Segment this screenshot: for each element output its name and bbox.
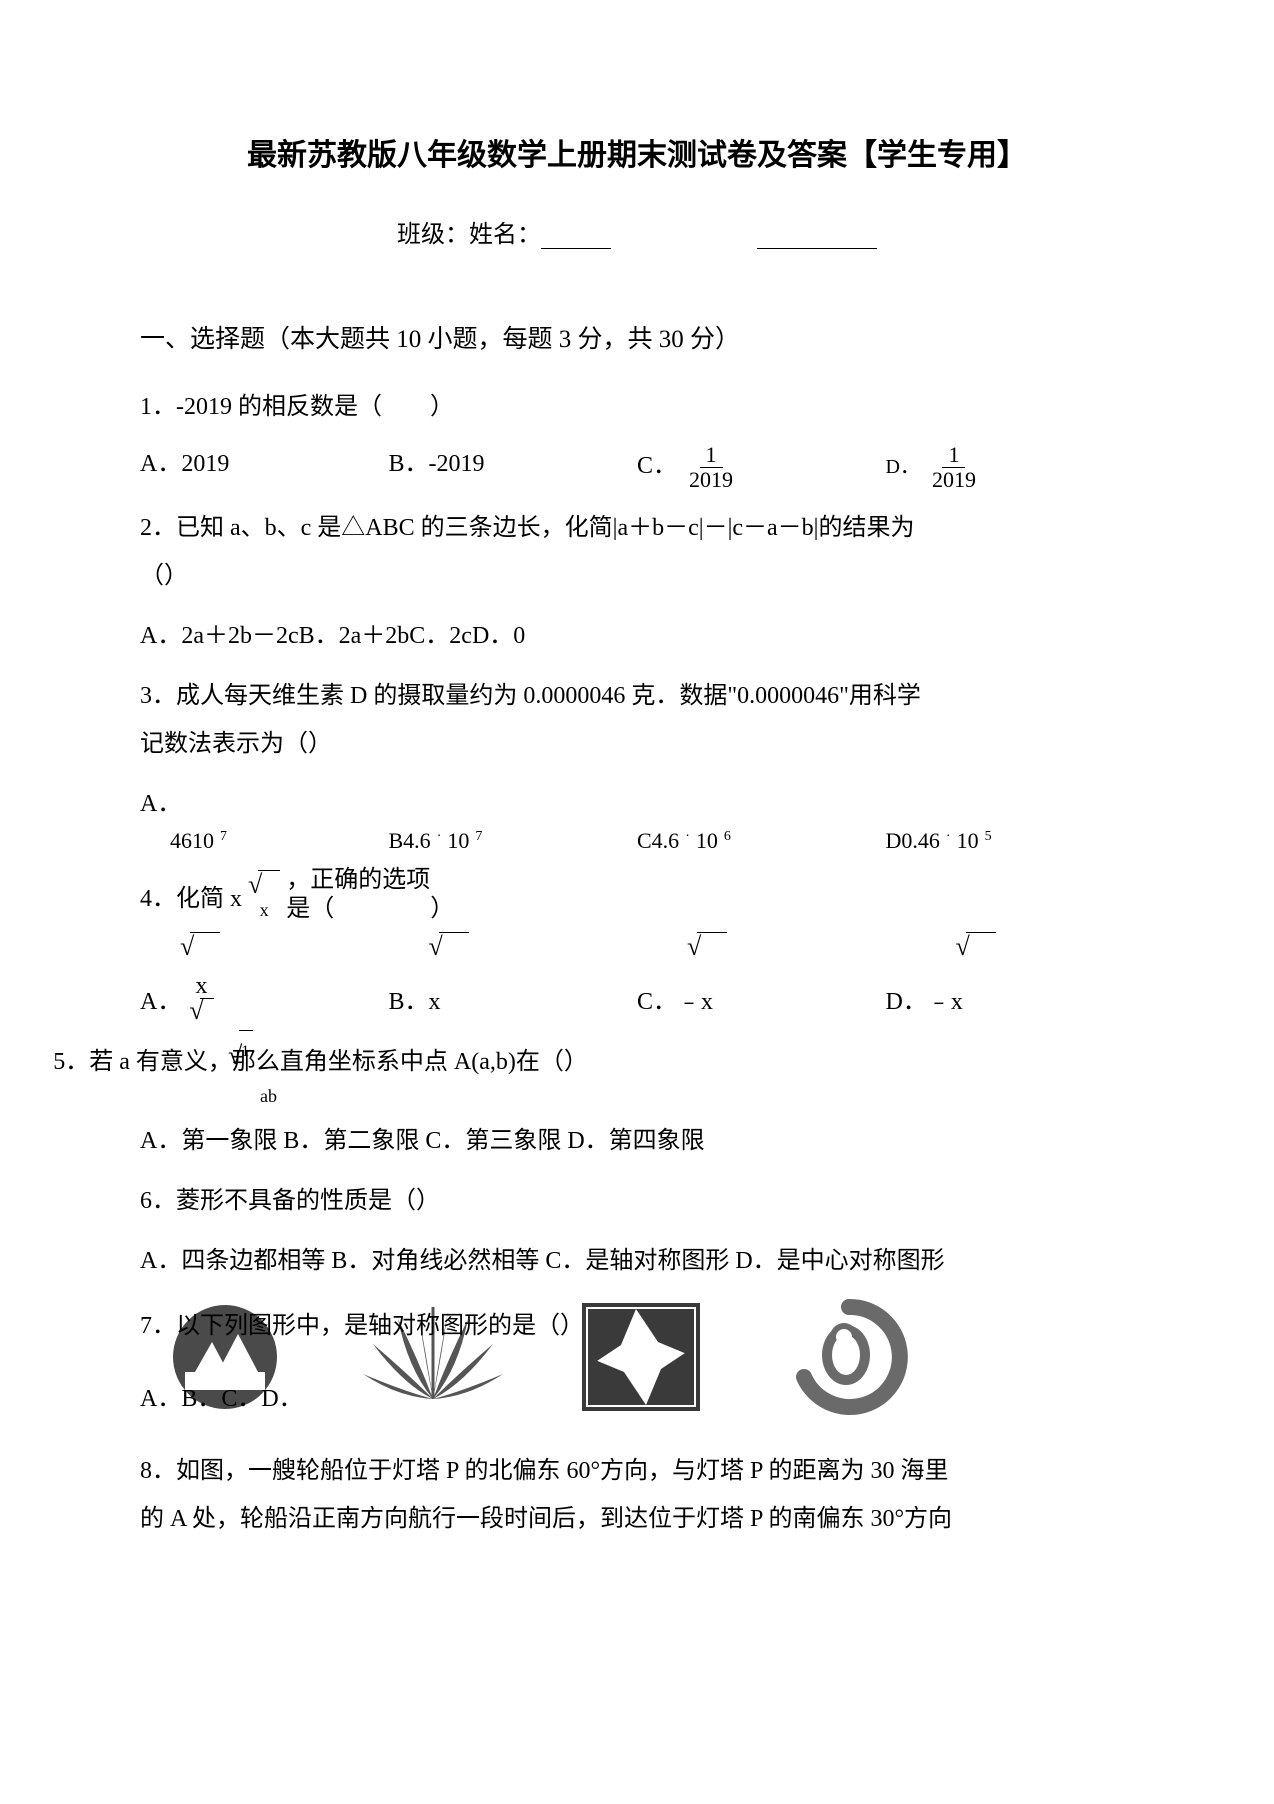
swirl-icon	[784, 1297, 914, 1417]
q4-opt-b[interactable]: B．x	[389, 974, 638, 1024]
frac-den: 2019	[683, 468, 739, 492]
sqrt-icon: √	[687, 932, 727, 962]
q4-x-under: x	[260, 900, 269, 921]
sqrt-icon: √1	[228, 1030, 261, 1082]
q4-opt-a[interactable]: A． x √	[140, 974, 389, 1024]
q1-c-label: C．	[637, 453, 677, 479]
q7-logos: 7．以下列图形中，是轴对称图形的是（） A．B．C．D．	[140, 1297, 1134, 1417]
q4-prefix: 4．化简 x	[140, 878, 242, 913]
q3-s2-exp: 7	[475, 829, 482, 845]
q8-line1: 8．如图，一艘轮船位于灯塔 P 的北偏东 60°方向，与灯塔 P 的距离为 30…	[140, 1458, 949, 1484]
page-title: 最新苏教版八年级数学上册期末测试卷及答案【学生专用】	[140, 130, 1134, 174]
q1-options: A．2019 B．-2019 C． 1 2019 D． 1 2019	[140, 443, 1134, 492]
q3-seg1[interactable]: 4610 7	[140, 828, 389, 854]
logo-d[interactable]	[764, 1297, 934, 1417]
q1-text: 1．-2019 的相反数是（ ）	[140, 383, 1134, 431]
frac-num: 1	[700, 443, 723, 468]
dot-icon: ·	[437, 829, 442, 845]
q7-block: 7．以下列图形中，是轴对称图形的是（） A．B．C．D．	[140, 1297, 1134, 1417]
frac-num: 1	[942, 443, 965, 468]
header-labels: 班级：姓名：	[397, 222, 541, 248]
q2-line1: 2．已知 a、b、c 是△ABC 的三条边长，化简|a＋b－c|－|c－a－b|…	[140, 515, 914, 541]
q1-d-label: D．	[886, 456, 920, 478]
q1-c-frac: 1 2019	[683, 443, 739, 492]
dot-icon: ·	[946, 829, 951, 845]
q3-seg2[interactable]: B4.6 · 10 7	[389, 828, 638, 854]
q4-suffix: 是（ ）	[286, 895, 454, 924]
q3-text: 3．成人每天维生素 D 的摄取量约为 0.0000046 克．数据"0.0000…	[140, 672, 1134, 768]
sqrt-icon: √	[248, 870, 280, 900]
q4-a-label: A．	[140, 981, 181, 1016]
class-blank[interactable]	[541, 248, 611, 249]
q3-s4-b: 10	[957, 828, 979, 854]
q3-a-label: A．	[140, 780, 1134, 828]
q3-s4-exp: 5	[985, 829, 992, 845]
q5-text: √1 5．若 a 有意义，那么直角坐标系中点 A(a,b)在（）	[140, 1036, 1134, 1088]
q3-line2: 记数法表示为（）	[140, 731, 332, 757]
q3-s2-a: B4.6	[389, 828, 431, 854]
q7-options[interactable]: A．B．C．D．	[140, 1378, 303, 1413]
q5-options[interactable]: A．第一象限 B．第二象限 C．第三象限 D．第四象限	[140, 1117, 1134, 1165]
q3-options: 4610 7 B4.6 · 10 7 C4.6 · 10 6 D0.46 · 1…	[140, 828, 1134, 854]
q5-ab: ab	[260, 1086, 1134, 1107]
q3-s2-b: 10	[447, 828, 469, 854]
sqrt-icon: √	[180, 932, 220, 962]
q3-s4-a: D0.46	[886, 828, 940, 854]
q8-text: 8．如图，一艘轮船位于灯塔 P 的北偏东 60°方向，与灯塔 P 的距离为 30…	[140, 1447, 1134, 1543]
q8-line2: 的 A 处，轮船沿正南方向航行一段时间后，到达位于灯塔 P 的南偏东 30°方向	[140, 1506, 952, 1532]
q6-options[interactable]: A．四条边都相等 B．对角线必然相等 C．是轴对称图形 D．是中心对称图形	[140, 1237, 1134, 1285]
section-1-header: 一、选择题（本大题共 10 小题，每题 3 分，共 30 分）	[140, 319, 1134, 355]
q3-s3-exp: 6	[724, 829, 731, 845]
q5-main: 5．若 a 有意义，那么直角坐标系中点 A(a,b)在（）	[53, 1038, 588, 1086]
header-line: 班级：姓名：	[140, 214, 1134, 249]
frac-den: 2019	[926, 468, 982, 492]
q4-opt-d[interactable]: D．﹣x	[886, 974, 1135, 1024]
q3-seg4[interactable]: D0.46 · 10 5	[886, 828, 1135, 854]
name-blank[interactable]	[757, 248, 877, 249]
q3-seg3[interactable]: C4.6 · 10 6	[637, 828, 886, 854]
q3-line1: 3．成人每天维生素 D 的摄取量约为 0.0000046 克．数据"0.0000…	[140, 683, 921, 709]
q4-options: A． x √ B．x C．﹣x D．﹣x	[140, 974, 1134, 1024]
q4-sqrt-row: √ √ √ √	[140, 932, 1134, 962]
dot-icon: ·	[685, 829, 690, 845]
sqrt-icon: √	[189, 998, 213, 1024]
q3-s3-b: 10	[696, 828, 718, 854]
q1-d-frac: 1 2019	[926, 443, 982, 492]
q1-opt-d[interactable]: D． 1 2019	[886, 443, 1135, 492]
q4-mid: ，正确的选项	[286, 866, 454, 895]
sqrt-icon: √	[429, 932, 469, 962]
q3-s1-exp: 7	[220, 829, 227, 845]
q6-text: 6．菱形不具备的性质是（）	[140, 1177, 1134, 1225]
pinwheel-icon	[576, 1297, 706, 1417]
q4-opt-c[interactable]: C．﹣x	[637, 974, 886, 1024]
q4-a-val: x	[195, 974, 207, 998]
q4-text: 4．化简 x √ x ，正确的选项 是（ ）	[140, 866, 1134, 924]
q2-options[interactable]: A．2a＋2b－2cB．2a＋2bC．2cD．0	[140, 612, 1134, 660]
q1-opt-b[interactable]: B．-2019	[389, 443, 638, 478]
q3-s3-a: C4.6	[637, 828, 679, 854]
q1-opt-a[interactable]: A．2019	[140, 443, 389, 478]
q3-s1-a: 4610	[170, 828, 214, 854]
q2-text: 2．已知 a、b、c 是△ABC 的三条边长，化简|a＋b－c|－|c－a－b|…	[140, 504, 1134, 600]
q7-text: 7．以下列图形中，是轴对称图形的是（）	[140, 1305, 584, 1340]
q1-opt-c[interactable]: C． 1 2019	[637, 443, 886, 492]
sqrt-icon: √	[956, 932, 996, 962]
q2-line2: （）	[140, 563, 188, 589]
